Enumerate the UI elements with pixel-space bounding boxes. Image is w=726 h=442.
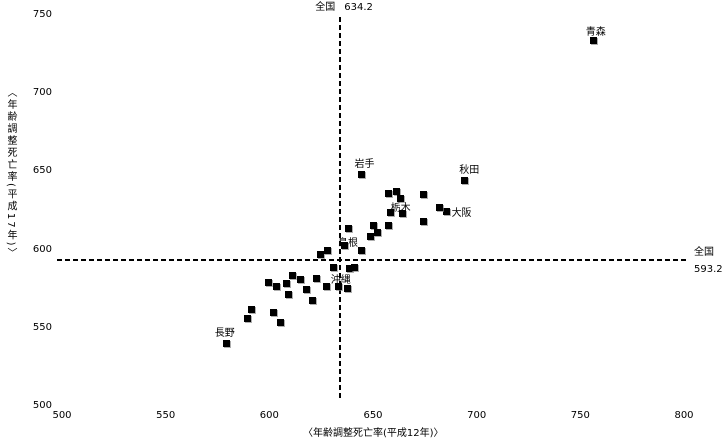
y-axis-tick-label: 600 <box>32 243 52 255</box>
data-point <box>399 210 406 217</box>
data-point <box>273 283 280 290</box>
data-point <box>283 280 290 287</box>
data-point-大阪 <box>443 208 450 215</box>
data-point <box>374 229 381 236</box>
data-point <box>313 275 320 282</box>
x-axis-tick-label: 550 <box>156 410 176 421</box>
data-point <box>370 222 377 229</box>
data-point-栃木 <box>387 209 394 216</box>
prefecture-label: 沖縄 <box>330 275 351 287</box>
x-axis-tick-label: 500 <box>52 410 72 421</box>
data-point <box>346 265 353 272</box>
x-axis-tick-label: 800 <box>674 410 694 421</box>
data-point <box>323 283 330 290</box>
x-axis-tick-label: 600 <box>259 410 279 421</box>
hline-label-text: 全国 <box>694 247 714 259</box>
data-point <box>351 264 358 271</box>
national-avg-vline-label: 全国 634.2 <box>315 2 373 13</box>
data-point <box>436 204 443 211</box>
y-axis-tick-label: 750 <box>32 9 52 20</box>
data-point <box>297 276 304 283</box>
data-point <box>309 297 316 304</box>
x-axis-title: 〈年齢調整死亡率(平成12年)〉 <box>303 428 444 439</box>
hline-label-value: 593.2 <box>694 264 723 276</box>
prefecture-label: 秋田 <box>459 165 480 176</box>
vline-label-text: 全国 <box>315 2 336 13</box>
data-point-長野 <box>223 340 230 347</box>
data-point <box>367 233 374 240</box>
data-point <box>330 264 337 271</box>
data-point <box>248 306 255 313</box>
data-point <box>324 247 331 254</box>
data-point <box>385 190 392 197</box>
x-axis-tick-label: 650 <box>363 410 383 421</box>
x-axis-tick-label: 750 <box>570 410 590 421</box>
national-avg-vline <box>339 17 342 401</box>
y-axis-tick-label: 700 <box>32 87 52 99</box>
vline-label-value: 634.2 <box>344 2 373 13</box>
data-point <box>345 225 352 232</box>
y-axis-tick-label: 550 <box>32 321 52 333</box>
data-point <box>420 218 427 225</box>
data-point <box>244 315 251 322</box>
prefecture-label: 青森 <box>585 27 606 39</box>
data-point <box>285 291 292 298</box>
data-point <box>303 286 310 293</box>
data-point <box>385 222 392 229</box>
data-point <box>393 188 400 195</box>
data-point-青森 <box>590 37 597 44</box>
prefecture-label: 長野 <box>214 328 235 340</box>
data-point <box>344 285 351 292</box>
data-point <box>270 309 277 316</box>
data-point <box>397 195 404 202</box>
data-point <box>317 251 324 258</box>
data-point-島根 <box>341 242 348 249</box>
data-point-岩手 <box>358 171 365 178</box>
prefecture-label: 岩手 <box>354 158 375 170</box>
national-avg-hline-label: 全国 593.2 <box>694 244 723 278</box>
data-point-沖縄 <box>335 283 342 290</box>
data-point <box>277 319 284 326</box>
y-axis-tick-label: 650 <box>32 165 52 177</box>
y-axis-title: 〈年齢調整死亡率(平成17年)〉 <box>5 87 16 260</box>
prefecture-label: 栃木 <box>390 203 411 215</box>
data-point <box>420 191 427 198</box>
y-axis-tick-label: 500 <box>32 400 52 411</box>
data-point <box>265 279 272 286</box>
data-point-秋田 <box>461 177 468 184</box>
x-axis-tick-label: 700 <box>467 410 487 421</box>
prefecture-label: 大阪 <box>451 207 472 219</box>
data-point <box>289 272 296 279</box>
national-avg-hline <box>57 259 688 262</box>
data-point <box>358 247 365 254</box>
